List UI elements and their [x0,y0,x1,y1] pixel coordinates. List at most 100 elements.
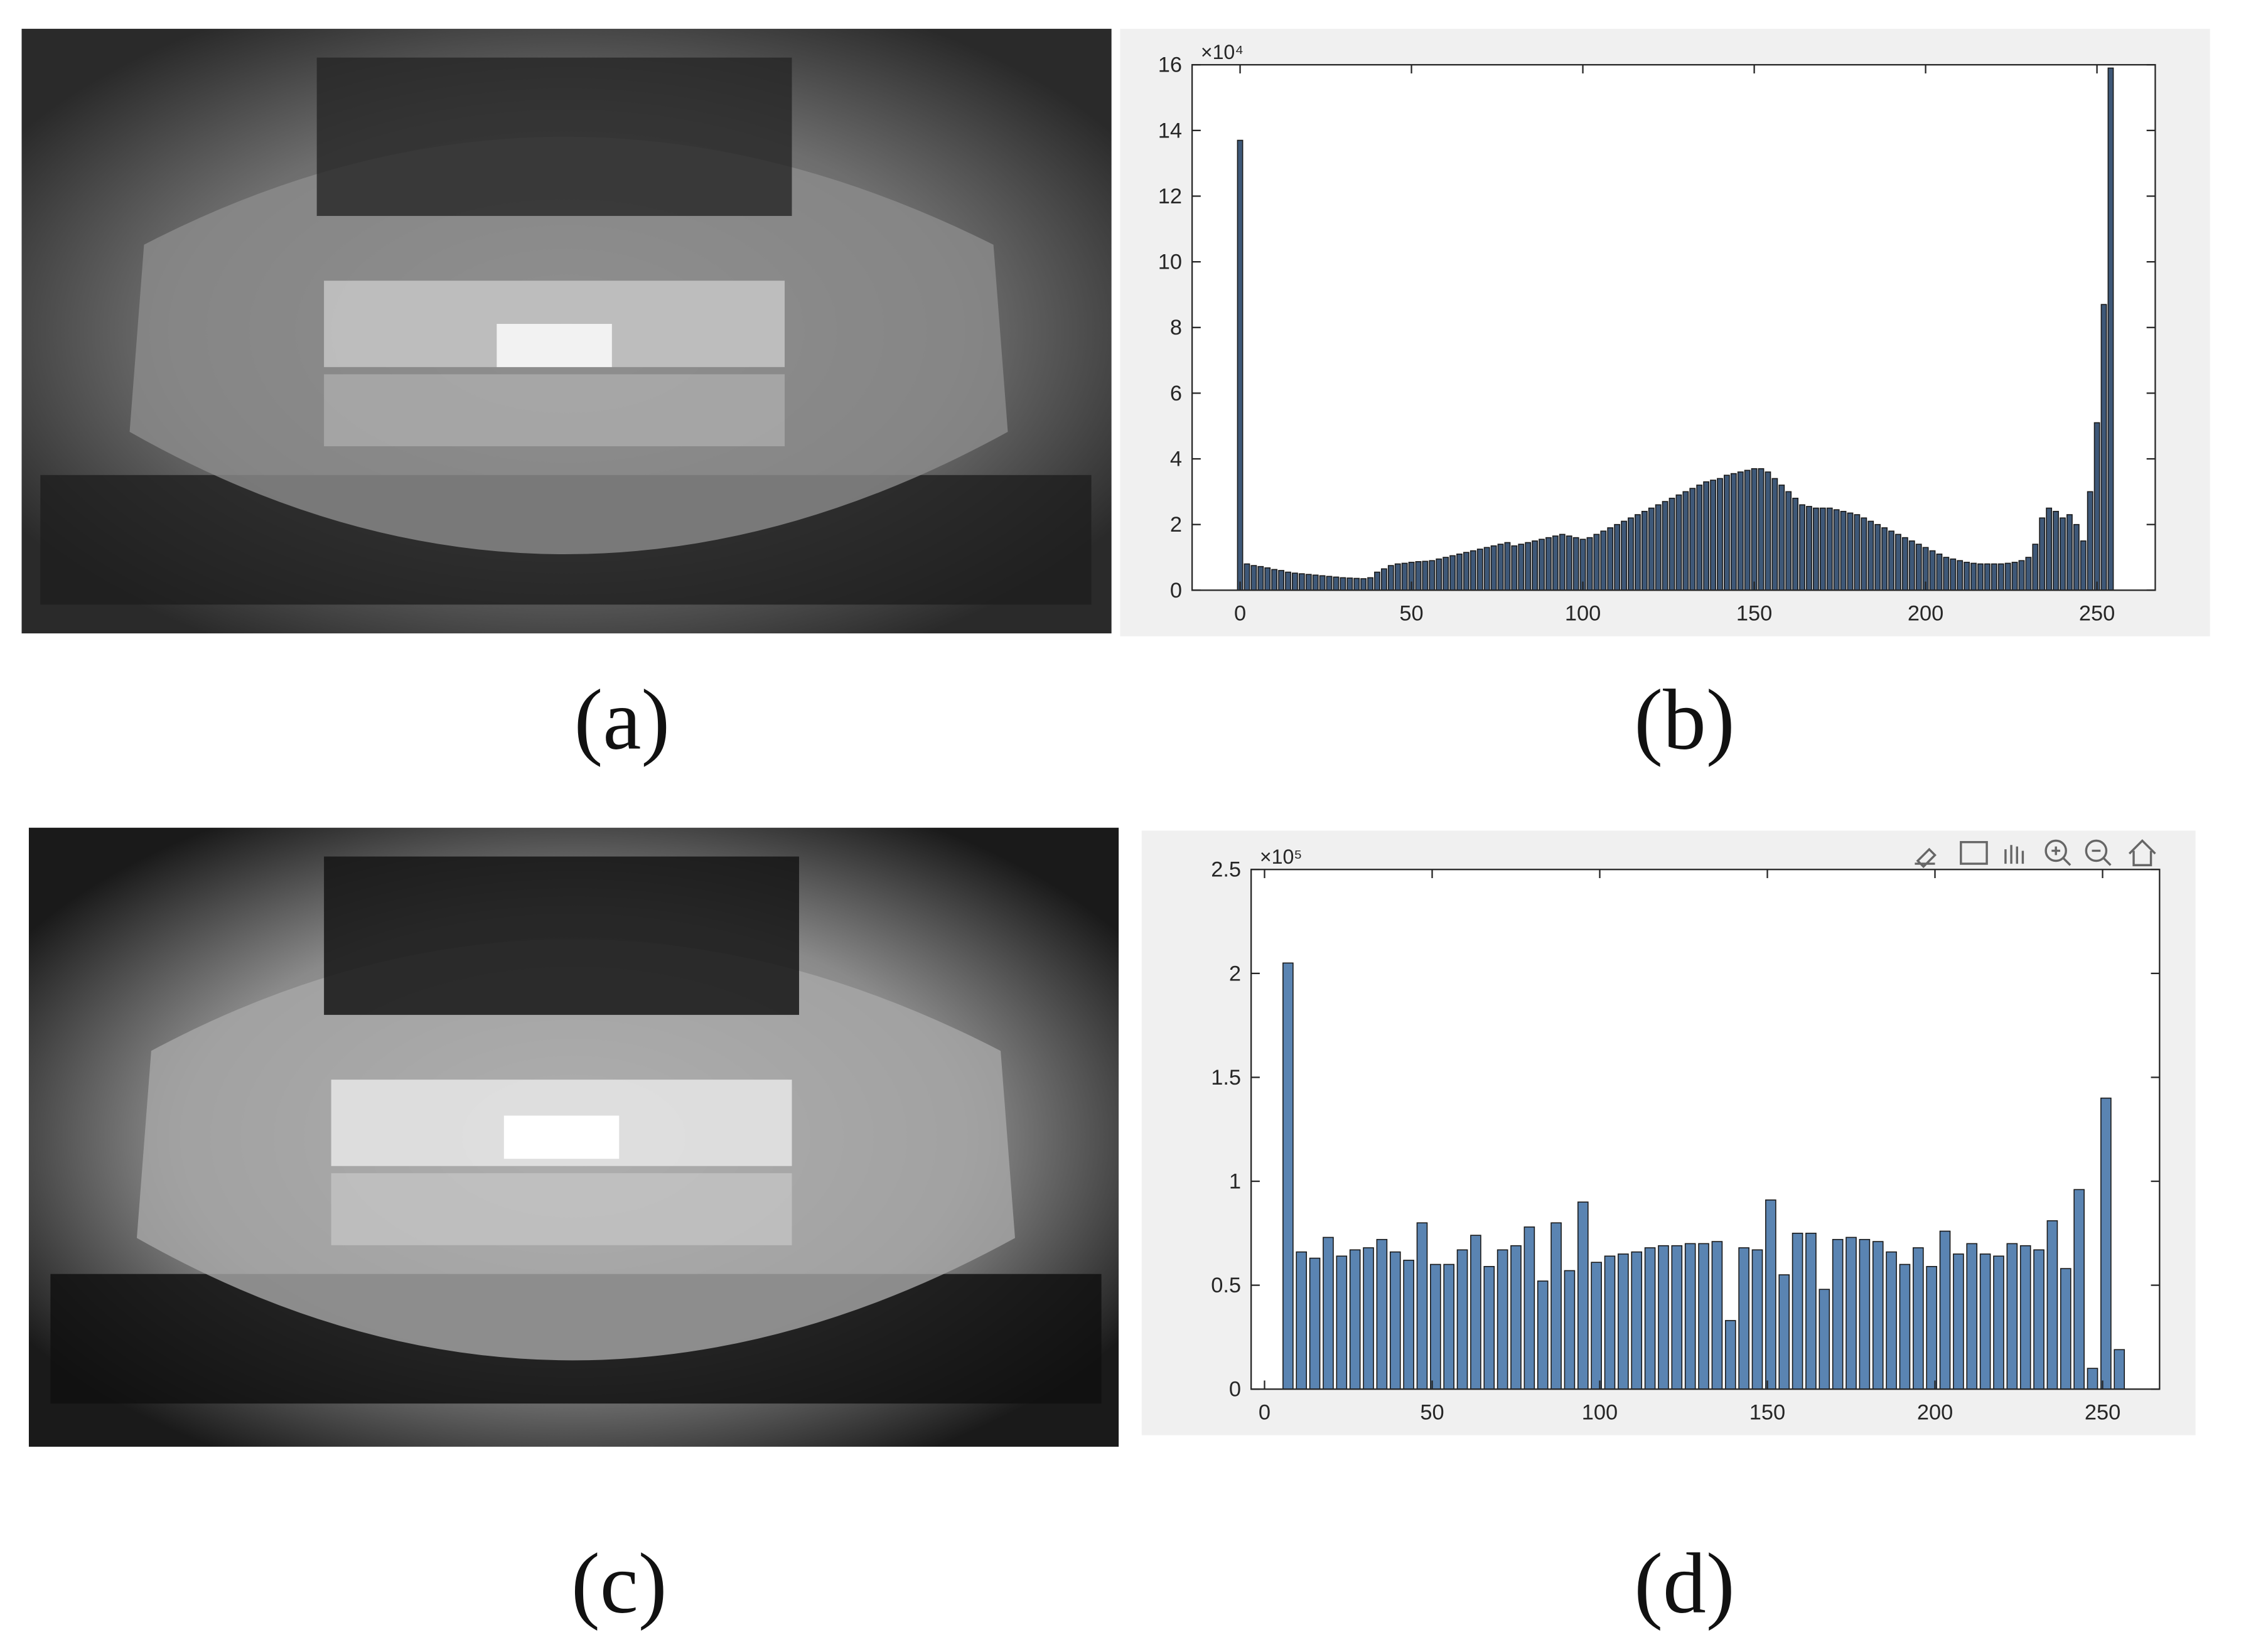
bar [1984,563,1991,591]
bar [1593,534,1600,591]
bar [1977,563,1984,591]
bar [1730,473,1737,591]
toolbar[interactable] [1915,839,2156,869]
x-tick-label: 0 [1234,601,1246,625]
bar [1991,563,1997,591]
bar [1518,544,1525,591]
bar [1805,1233,1817,1390]
bar [1349,1249,1361,1390]
bar [1483,547,1490,591]
bar [1374,571,1380,591]
zoom-out-icon[interactable] [2085,839,2108,862]
bar [1886,1251,1897,1390]
bar [1511,545,1518,591]
bar [1403,1260,1414,1390]
bar [2114,1349,2125,1390]
bar [2032,544,2039,591]
bar [2018,560,2025,591]
bar [1490,545,1497,591]
panel-label: (b) [1634,672,1734,768]
bar [1655,504,1662,591]
bar [1997,563,2004,591]
bar [1711,1241,1723,1390]
bar [1496,1249,1508,1390]
bar [1819,507,1826,591]
bar [1559,534,1566,591]
brush-icon[interactable] [1915,847,1937,869]
bar [1476,549,1483,591]
bar [1305,574,1312,591]
bar [1510,1245,1522,1390]
bar [1415,561,1422,591]
bar [2080,540,2087,591]
bar [1326,576,1333,591]
x-tick-label: 100 [1565,601,1601,625]
bar [1668,498,1675,591]
panel-label: (d) [1634,1535,1734,1631]
datatip-icon[interactable] [1960,840,1988,865]
bar [1778,485,1785,591]
bar [1360,578,1367,591]
bar [1819,1289,1830,1390]
bar [1363,1247,1374,1390]
bar [2019,1245,2031,1390]
bar [1298,573,1305,591]
bar [1696,485,1703,591]
bar [1237,139,1244,591]
bar [1799,504,1805,591]
bar [1250,565,1257,591]
bar [1257,566,1264,591]
bar [1401,562,1408,591]
bar [1915,544,1922,591]
bar [1600,530,1607,591]
bar [1953,1253,1964,1390]
bar [1724,1320,1736,1390]
zoom-in-icon[interactable] [2045,839,2067,862]
bar [1323,1236,1334,1390]
bar [1895,534,1901,591]
x-tick-label: 200 [1908,601,1943,625]
bar [1416,1222,1428,1390]
bar [1456,553,1463,591]
bar [1744,469,1751,591]
bar [1662,501,1668,591]
bar [1936,553,1943,591]
bar [1470,1235,1481,1390]
bar [1689,488,1696,591]
bar [1463,552,1470,591]
home-icon[interactable] [2128,839,2156,867]
bar [1792,1233,1803,1390]
y-tick-label: 2.5 [1211,858,1241,882]
bar [1614,523,1621,591]
bar [1913,1247,1924,1390]
bar [1854,514,1861,591]
bar [1333,576,1340,591]
bar [1806,506,1812,591]
bar [1539,539,1545,591]
bar [1340,577,1346,591]
bar [1537,1280,1549,1390]
bar [1682,491,1689,591]
bar [1785,491,1792,591]
bar [2073,1189,2085,1390]
y-tick-label: 4 [1170,448,1182,471]
bar [1966,1243,1978,1390]
bar [1671,1245,1683,1390]
x-tick-label: 250 [2085,1400,2120,1424]
bar [2087,1368,2098,1390]
bar [1833,509,1840,591]
bar [1710,480,1716,591]
bar [1604,1255,1616,1390]
bar [2053,510,2059,591]
bar [1641,510,1648,591]
bar [2060,1268,2071,1390]
bar [1950,558,1957,591]
bar [1979,1253,1991,1390]
bar [1867,520,1874,591]
bar [1577,1201,1589,1390]
bar [1271,569,1278,591]
pan-icon[interactable] [2004,845,2024,864]
bar [1470,550,1476,591]
bar [1847,512,1854,591]
xray-original [21,28,1112,634]
